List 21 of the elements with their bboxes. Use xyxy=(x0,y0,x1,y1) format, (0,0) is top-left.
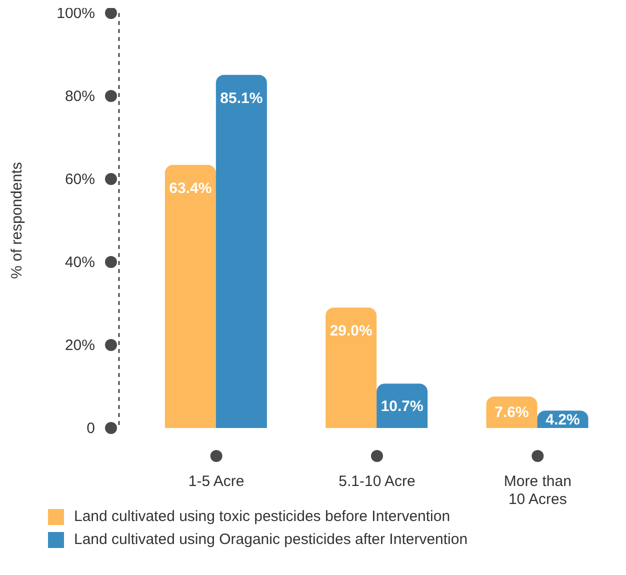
bar xyxy=(164,164,216,428)
y-axis-title: % of respondents xyxy=(8,162,26,279)
bar xyxy=(376,384,428,428)
data-label: 85.1% xyxy=(220,90,263,107)
y-tick-label: 40% xyxy=(64,254,95,271)
legend-label: Land cultivated using Oraganic pesticides after Intervention xyxy=(74,531,468,548)
legend-label: Land cultivated using toxic pesticides before Intervention xyxy=(74,508,450,525)
data-label: 29.0% xyxy=(330,322,372,340)
y-tick-label: 20% xyxy=(64,337,95,354)
data-label: 10.7% xyxy=(380,398,424,415)
y-tick-label: 60% xyxy=(64,171,95,188)
x-tick-label: More than 10 Acres xyxy=(504,473,572,508)
bar xyxy=(216,74,267,428)
data-label: 4.2% xyxy=(546,411,580,428)
data-label: 7.6% xyxy=(494,404,529,422)
data-label: 63.4% xyxy=(169,180,212,197)
bar xyxy=(326,308,377,428)
y-tick-label: 80% xyxy=(64,88,95,105)
x-tick-label: 1-5 Acre xyxy=(188,473,244,490)
y-tick-label: 0 xyxy=(86,420,95,437)
x-tick-label: 5.1-10 Acre xyxy=(338,473,416,490)
